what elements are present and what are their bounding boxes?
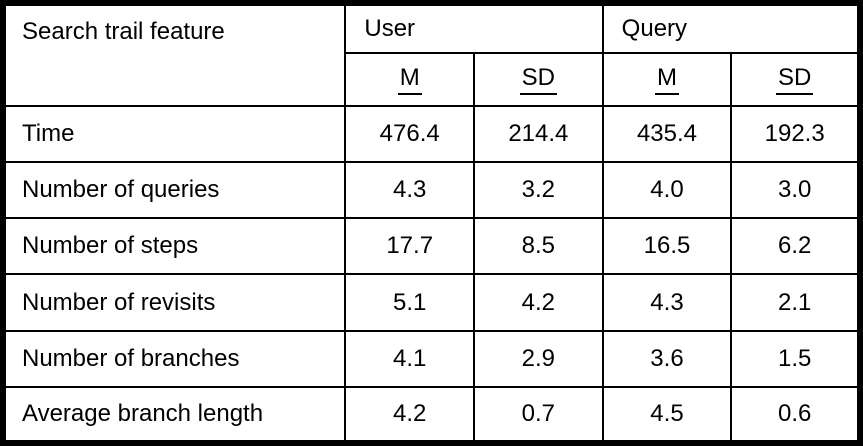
table-row-time: Time 476.4 214.4 435.4 192.3	[1, 104, 861, 164]
cell-query-m: 4.5	[601, 385, 733, 445]
cell-user-sd: 2.9	[473, 329, 604, 388]
cell-user-m: 4.3	[344, 161, 476, 220]
cell-query-sd: 6.2	[730, 217, 861, 276]
table-row-average-branch-length: Average branch length 4.2 0.7 4.5 0.6	[1, 385, 861, 445]
cell-user-m: 4.1	[344, 329, 476, 388]
cell-query-sd: 2.1	[730, 273, 861, 332]
subheader-query-m-label: M	[654, 65, 679, 96]
cell-query-sd: 192.3	[730, 104, 861, 164]
table-row-number-of-branches: Number of branches 4.1 2.9 3.6 1.5	[1, 329, 861, 388]
subheader-user-sd: SD	[473, 52, 604, 107]
row-label: Number of branches	[1, 329, 347, 388]
group-header-query: Query	[601, 2, 862, 54]
row-label: Number of revisits	[1, 273, 347, 332]
table-sub-header-row: M SD M SD	[3, 52, 861, 107]
table-row-number-of-steps: Number of steps 17.7 8.5 16.5 6.2	[1, 217, 861, 276]
cell-query-m: 4.0	[601, 161, 733, 220]
cell-user-sd: 8.5	[473, 217, 604, 276]
cell-query-m: 4.3	[601, 273, 733, 332]
row-label: Number of steps	[1, 217, 347, 276]
table-row-number-of-revisits: Number of revisits 5.1 4.2 4.3 2.1	[1, 273, 861, 332]
subheader-query-sd: SD	[730, 52, 861, 107]
cell-user-sd: 0.7	[473, 385, 604, 445]
cell-query-m: 16.5	[601, 217, 733, 276]
cell-query-sd: 1.5	[730, 329, 861, 388]
cell-user-sd: 4.2	[473, 273, 604, 332]
subheader-query-sd-label: SD	[775, 65, 814, 96]
cell-user-sd: 214.4	[473, 104, 604, 164]
subheader-user-m-label: M	[397, 65, 422, 96]
cell-user-m: 4.2	[344, 385, 476, 445]
cell-query-m: 3.6	[601, 329, 733, 388]
row-label: Time	[1, 104, 347, 164]
cell-query-sd: 3.0	[730, 161, 861, 220]
subheader-query-m: M	[601, 52, 733, 107]
subheader-user-m: M	[344, 52, 476, 107]
cell-query-sd: 0.6	[730, 385, 861, 445]
table-row-number-of-queries: Number of queries 4.3 3.2 4.0 3.0	[1, 161, 861, 220]
table-group-header-row: Search trail feature User Query	[1, 2, 862, 107]
cell-user-sd: 3.2	[473, 161, 604, 220]
row-label: Number of queries	[1, 161, 347, 220]
cell-user-m: 5.1	[344, 273, 476, 332]
subheader-user-sd-label: SD	[519, 65, 558, 96]
group-header-user: User	[344, 2, 604, 54]
feature-column-header: Search trail feature	[1, 2, 347, 107]
row-label: Average branch length	[1, 385, 347, 445]
cell-user-m: 476.4	[344, 104, 476, 164]
cell-user-m: 17.7	[344, 217, 476, 276]
cell-query-m: 435.4	[601, 104, 733, 164]
